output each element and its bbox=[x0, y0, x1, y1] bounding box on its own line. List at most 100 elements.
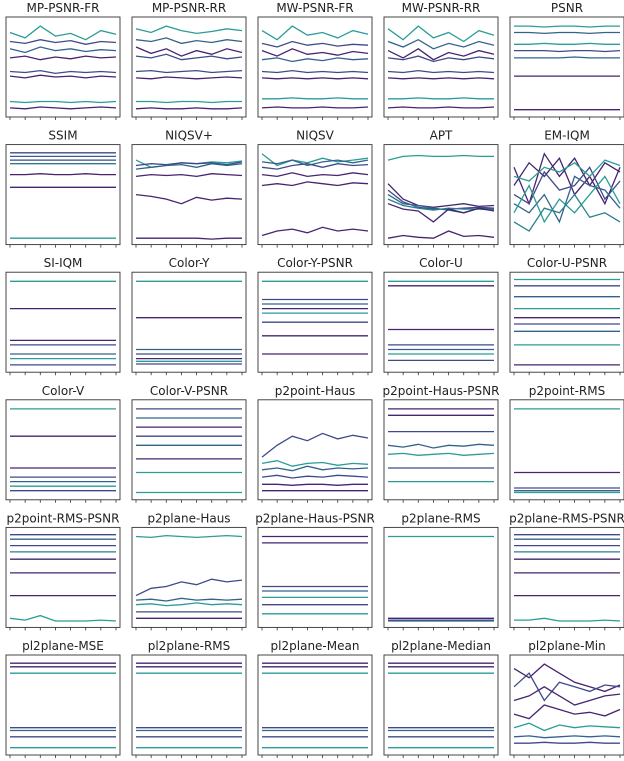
series-line bbox=[9, 614, 117, 622]
series-line bbox=[387, 194, 495, 214]
series-line bbox=[262, 483, 368, 486]
panel-title: pl2plane-Mean bbox=[271, 639, 360, 653]
panel-title: p2point-Haus bbox=[275, 384, 355, 398]
panel-title: APT bbox=[430, 129, 453, 143]
panel-frame bbox=[131, 526, 247, 628]
panel-frame bbox=[131, 399, 247, 501]
series-line bbox=[261, 25, 369, 41]
series-line bbox=[135, 602, 243, 607]
series-line bbox=[514, 25, 620, 28]
series-line bbox=[9, 106, 117, 110]
series-line bbox=[262, 97, 368, 100]
panel-title: p2plane-RMS bbox=[401, 511, 480, 525]
panel-title: p2plane-Haus-PSNR bbox=[255, 511, 375, 525]
panel-title: MW-PSNR-FR bbox=[276, 1, 353, 15]
series-line bbox=[387, 452, 495, 456]
panel-frame bbox=[257, 144, 373, 246]
series-line bbox=[513, 175, 621, 224]
panel-title: SSIM bbox=[48, 129, 77, 143]
series-line bbox=[9, 25, 117, 41]
panel-frame bbox=[131, 16, 247, 118]
series-line bbox=[136, 237, 242, 240]
series-line bbox=[136, 100, 242, 104]
panel-title: MW-PSNR-RR bbox=[402, 1, 481, 15]
series-line bbox=[513, 704, 621, 720]
series-line bbox=[9, 39, 117, 45]
panel-title: Color-V bbox=[42, 384, 85, 398]
series-line bbox=[135, 534, 243, 539]
series-line bbox=[261, 69, 369, 74]
series-line bbox=[387, 203, 495, 223]
panel-frame bbox=[383, 271, 499, 373]
panel-title: MP-PSNR-RR bbox=[152, 1, 226, 15]
panel-title: p2point-RMS-PSNR bbox=[7, 511, 120, 525]
series-line bbox=[261, 465, 369, 472]
series-line bbox=[261, 57, 369, 63]
series-line bbox=[261, 172, 369, 178]
series-line bbox=[261, 106, 369, 109]
panel-title: Color-U-PSNR bbox=[527, 256, 607, 270]
series-line bbox=[388, 97, 494, 100]
series-line bbox=[261, 159, 369, 167]
panel-frame bbox=[383, 399, 499, 501]
panel-title: MP-PSNR-FR bbox=[27, 1, 100, 15]
panel-frame bbox=[383, 16, 499, 118]
series-line bbox=[387, 443, 495, 449]
panel-title: Color-Y-PSNR bbox=[277, 256, 353, 270]
panel-frame bbox=[257, 399, 373, 501]
series-line bbox=[387, 25, 495, 43]
series-line bbox=[514, 49, 621, 53]
panel-title: SI-IQM bbox=[44, 256, 83, 270]
series-line bbox=[513, 159, 621, 182]
panel-frame bbox=[257, 526, 373, 628]
series-line bbox=[135, 173, 243, 178]
panel-title: p2point-RMS bbox=[529, 384, 606, 398]
series-line bbox=[513, 722, 621, 732]
panel-frame bbox=[257, 271, 373, 373]
panel-frame bbox=[5, 399, 121, 501]
series-line bbox=[261, 163, 369, 170]
panel-frame bbox=[509, 271, 624, 373]
panel-frame bbox=[5, 526, 121, 628]
panel-title: pl2plane-Min bbox=[528, 639, 606, 653]
series-line bbox=[135, 578, 243, 597]
series-line bbox=[514, 42, 620, 45]
series-line bbox=[514, 617, 621, 622]
series-line bbox=[135, 46, 243, 57]
panel-title: Color-Y bbox=[169, 256, 210, 270]
series-line bbox=[261, 432, 369, 458]
panel-title: NIQSV bbox=[296, 129, 335, 143]
series-line bbox=[261, 226, 369, 237]
panel-title: pl2plane-Median bbox=[391, 639, 491, 653]
panel-frame bbox=[131, 654, 247, 756]
panel-frame bbox=[257, 654, 373, 756]
panel-title: pl2plane-RMS bbox=[148, 639, 231, 653]
panel-frame bbox=[509, 654, 624, 756]
panel-title: pl2plane-MSE bbox=[22, 639, 104, 653]
series-line bbox=[514, 31, 620, 35]
series-line bbox=[261, 460, 369, 467]
series-line bbox=[135, 597, 243, 602]
series-line bbox=[9, 46, 117, 54]
series-line bbox=[387, 77, 495, 80]
panel-frame bbox=[5, 144, 121, 246]
series-line bbox=[135, 107, 243, 110]
series-line bbox=[261, 153, 369, 167]
panel-title: EM-IQM bbox=[544, 129, 590, 143]
series-line bbox=[513, 735, 621, 739]
series-line bbox=[261, 181, 369, 187]
series-line bbox=[513, 166, 621, 205]
panel-title: p2point-Haus-PSNR bbox=[383, 384, 500, 398]
panel-title: Color-U bbox=[419, 256, 463, 270]
series-line bbox=[135, 193, 243, 205]
series-line bbox=[9, 55, 117, 61]
panel-frame bbox=[509, 399, 624, 501]
series-line bbox=[513, 193, 621, 232]
series-line bbox=[387, 230, 495, 239]
series-line bbox=[387, 55, 495, 63]
series-line bbox=[10, 173, 116, 176]
panel-title: Color-V-PSNR bbox=[150, 384, 228, 398]
series-line bbox=[135, 69, 243, 74]
series-line bbox=[9, 74, 117, 79]
series-line bbox=[513, 156, 621, 206]
